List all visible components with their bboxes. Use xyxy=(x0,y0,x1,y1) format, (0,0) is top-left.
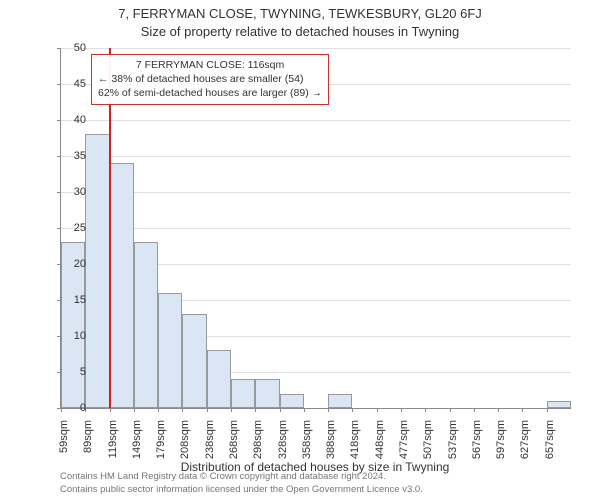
bar xyxy=(255,379,279,408)
xtick xyxy=(474,408,475,412)
xtick xyxy=(110,408,111,412)
gridline xyxy=(61,156,571,157)
xtick xyxy=(352,408,353,412)
xtick xyxy=(280,408,281,412)
xtick-label: 268sqm xyxy=(228,420,240,459)
ytick-label: 40 xyxy=(46,114,86,126)
bar xyxy=(328,394,352,408)
xtick xyxy=(158,408,159,412)
xtick-label: 418sqm xyxy=(349,420,361,459)
xtick xyxy=(425,408,426,412)
ytick-label: 30 xyxy=(46,186,86,198)
xtick-label: 627sqm xyxy=(519,420,531,459)
gridline xyxy=(61,228,571,229)
xtick xyxy=(522,408,523,412)
xtick xyxy=(547,408,548,412)
footer-line1: Contains HM Land Registry data © Crown c… xyxy=(60,471,423,483)
footer-attribution: Contains HM Land Registry data © Crown c… xyxy=(60,471,423,496)
xtick-label: 388sqm xyxy=(325,420,337,459)
bar xyxy=(182,314,206,408)
xtick-label: 448sqm xyxy=(374,420,386,459)
plot-area: 7 FERRYMAN CLOSE: 116sqm ← 38% of detach… xyxy=(60,48,571,409)
annotation-line2: ← 38% of detached houses are smaller (54… xyxy=(98,72,322,86)
xtick xyxy=(401,408,402,412)
ytick-label: 20 xyxy=(46,258,86,270)
bar xyxy=(85,134,109,408)
xtick-label: 537sqm xyxy=(447,420,459,459)
bar xyxy=(110,163,134,408)
annotation-line1: 7 FERRYMAN CLOSE: 116sqm xyxy=(98,58,322,72)
xtick xyxy=(377,408,378,412)
xtick-label: 119sqm xyxy=(107,420,119,458)
footer-line2: Contains public sector information licen… xyxy=(60,484,423,496)
ytick-label: 45 xyxy=(46,78,86,90)
ytick-label: 0 xyxy=(46,402,86,414)
ytick-label: 15 xyxy=(46,294,86,306)
xtick-label: 597sqm xyxy=(495,420,507,459)
xtick-label: 208sqm xyxy=(179,420,191,459)
ytick-label: 10 xyxy=(46,330,86,342)
annotation-line3: 62% of semi-detached houses are larger (… xyxy=(98,86,322,100)
bar xyxy=(280,394,304,408)
annotation-box: 7 FERRYMAN CLOSE: 116sqm ← 38% of detach… xyxy=(91,54,329,105)
xtick-label: 657sqm xyxy=(544,420,556,459)
xtick xyxy=(255,408,256,412)
gridline xyxy=(61,120,571,121)
xtick xyxy=(328,408,329,412)
xtick-label: 298sqm xyxy=(252,420,264,459)
xtick-label: 328sqm xyxy=(277,420,289,459)
xtick xyxy=(134,408,135,412)
ytick-label: 50 xyxy=(46,42,86,54)
bar xyxy=(158,293,182,408)
ytick-label: 35 xyxy=(46,150,86,162)
gridline xyxy=(61,192,571,193)
xtick xyxy=(498,408,499,412)
bar xyxy=(134,242,158,408)
bar xyxy=(547,401,571,408)
xtick xyxy=(450,408,451,412)
ytick-label: 5 xyxy=(46,366,86,378)
ytick-label: 25 xyxy=(46,222,86,234)
bar xyxy=(231,379,255,408)
xtick xyxy=(207,408,208,412)
gridline xyxy=(61,48,571,49)
xtick-label: 358sqm xyxy=(301,420,313,459)
xtick-label: 149sqm xyxy=(131,420,143,459)
xtick-label: 238sqm xyxy=(204,420,216,459)
xtick-label: 477sqm xyxy=(398,420,410,459)
xtick-label: 179sqm xyxy=(155,420,167,459)
xtick xyxy=(304,408,305,412)
xtick xyxy=(182,408,183,412)
xtick-label: 567sqm xyxy=(471,420,483,459)
xtick-label: 59sqm xyxy=(58,420,70,453)
bar xyxy=(207,350,231,408)
page-title-line1: 7, FERRYMAN CLOSE, TWYNING, TEWKESBURY, … xyxy=(0,6,600,21)
xtick xyxy=(231,408,232,412)
xtick-label: 507sqm xyxy=(422,420,434,459)
xtick-label: 89sqm xyxy=(82,420,94,453)
page-title-line2: Size of property relative to detached ho… xyxy=(0,24,600,39)
